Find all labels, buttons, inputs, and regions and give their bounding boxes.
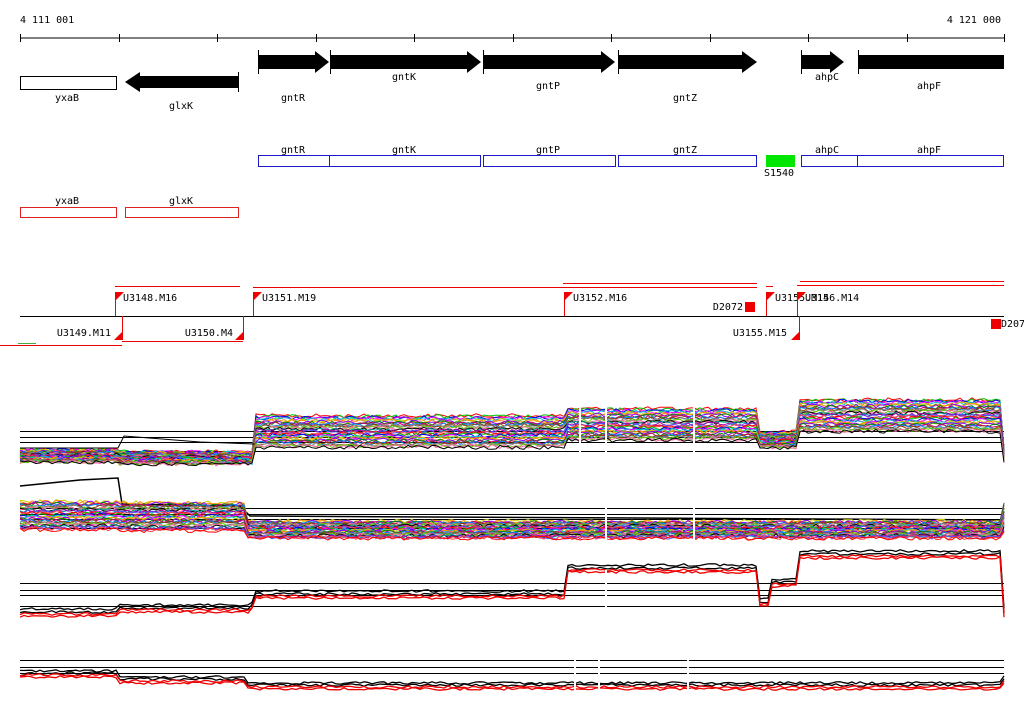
transcript-label-yxaB: yxaB: [55, 196, 79, 207]
operon-label-ahpF: ahpF: [917, 145, 941, 156]
downshift-label: D2073: [1001, 319, 1024, 330]
ruler-end-label: 4 121 000: [947, 15, 1001, 26]
gene-arrow-gntZ[interactable]: [618, 51, 757, 73]
ruler-ticks: [20, 34, 1005, 42]
gene-arrow-gntK[interactable]: [330, 51, 481, 73]
transcript-label-glxK: glxK: [169, 196, 193, 207]
expression-profile: [19, 428, 1005, 467]
upshift-flag[interactable]: [114, 332, 122, 340]
upshift-label: U3148.M16: [123, 293, 177, 304]
upshift-flag[interactable]: [254, 292, 262, 300]
upshift-label: U3151.M19: [262, 293, 316, 304]
expression-profile: [19, 675, 1005, 691]
operon-box-ahpF[interactable]: [857, 155, 1004, 167]
upshift-label: U3149.M11: [57, 328, 111, 339]
transcript-box-glxK[interactable]: [125, 207, 239, 218]
operon-label-gntP: gntP: [536, 145, 560, 156]
operon-label-gntK: gntK: [392, 145, 416, 156]
operon-track: gntR gntK gntP gntZ ahpC ahpF S1540: [258, 145, 1004, 179]
upshift-flag[interactable]: [767, 292, 775, 300]
expression-profile: [19, 477, 1005, 521]
operon-box-gntP[interactable]: [483, 155, 616, 167]
upshift-label: U3155.M14: [775, 293, 829, 304]
expression-profile: [19, 549, 1005, 611]
operon-box-ahpC[interactable]: [801, 155, 858, 167]
gene-arrow-yxaB[interactable]: [20, 76, 117, 90]
gene-label-gntP: gntP: [536, 81, 560, 92]
transcript-track: yxaB glxK: [20, 196, 239, 218]
expression-profile: [19, 555, 1005, 618]
expression-profile: [19, 551, 1005, 614]
downshift-label: D2072: [713, 302, 743, 313]
expression-panels: [19, 397, 1005, 700]
operon-label-gntR: gntR: [281, 145, 306, 156]
operon-label-gntZ: gntZ: [673, 145, 697, 156]
operon-box-gntR[interactable]: [258, 155, 330, 167]
gene-track: yxaB glxK gntR gntK gntP gntZ ahpC ahpF: [20, 50, 1004, 112]
upshift-flag[interactable]: [116, 292, 124, 300]
operon-box-gntZ[interactable]: [618, 155, 757, 167]
upshift-flag[interactable]: [235, 332, 243, 340]
expression-profile: [19, 527, 1005, 541]
expression-profile: [19, 428, 1005, 467]
transcript-box-yxaB[interactable]: [20, 207, 117, 218]
expression-profile: [19, 671, 1005, 687]
expression-profile: [19, 416, 1005, 462]
gene-arrow-glxK[interactable]: [125, 72, 238, 92]
gene-label-yxaB: yxaB: [55, 93, 79, 104]
expression-profile: [19, 669, 1005, 685]
operon-box-gntK[interactable]: [329, 155, 481, 167]
gene-arrow-gntP[interactable]: [483, 51, 615, 73]
upshift-label: U3150.M4: [185, 328, 233, 339]
upshift-label: U3155.M15: [733, 328, 787, 339]
gene-label-gntK: gntK: [392, 72, 416, 83]
gene-label-gntZ: gntZ: [673, 93, 697, 104]
downshift-marker[interactable]: [745, 302, 755, 312]
upshift-label: U3152.M16: [573, 293, 627, 304]
shift-track: U3148.M16 U3151.M19 U3152.M16 U3155.M14 …: [0, 281, 1024, 346]
expression-profile: [20, 673, 1005, 689]
upshift-label: U3156.M14: [805, 293, 859, 304]
promoter-label: S1540: [764, 168, 794, 179]
expression-profile: [19, 513, 1005, 533]
upshift-flag[interactable]: [565, 292, 573, 300]
gene-arrow-ahpF[interactable]: [858, 55, 1004, 69]
operon-label-ahpC: ahpC: [815, 145, 839, 156]
expression-profile: [19, 500, 1005, 525]
gene-label-ahpC: ahpC: [815, 72, 839, 83]
gene-arrow-ahpC[interactable]: [801, 51, 844, 73]
expression-panel-forward-multi: [19, 397, 1005, 467]
ruler-start-label: 4 111 001: [20, 15, 74, 26]
promoter-box-S1540[interactable]: [766, 155, 795, 167]
expression-panel-forward-selected: [19, 549, 1005, 618]
coordinate-ruler: 4 111 001 4 121 000: [20, 15, 1005, 42]
upshift-flag[interactable]: [798, 292, 806, 300]
upshift-flag[interactable]: [791, 332, 799, 340]
gene-label-glxK: glxK: [169, 101, 193, 112]
expression-panel-reverse-selected: [19, 660, 1005, 691]
gene-label-gntR: gntR: [281, 93, 306, 104]
gene-label-ahpF: ahpF: [917, 81, 941, 92]
expression-profile: [20, 435, 256, 449]
expression-profile: [19, 524, 1005, 540]
gene-arrow-gntR[interactable]: [258, 51, 329, 73]
expression-panel-reverse-multi: [19, 477, 1005, 541]
downshift-marker[interactable]: [991, 319, 1001, 329]
